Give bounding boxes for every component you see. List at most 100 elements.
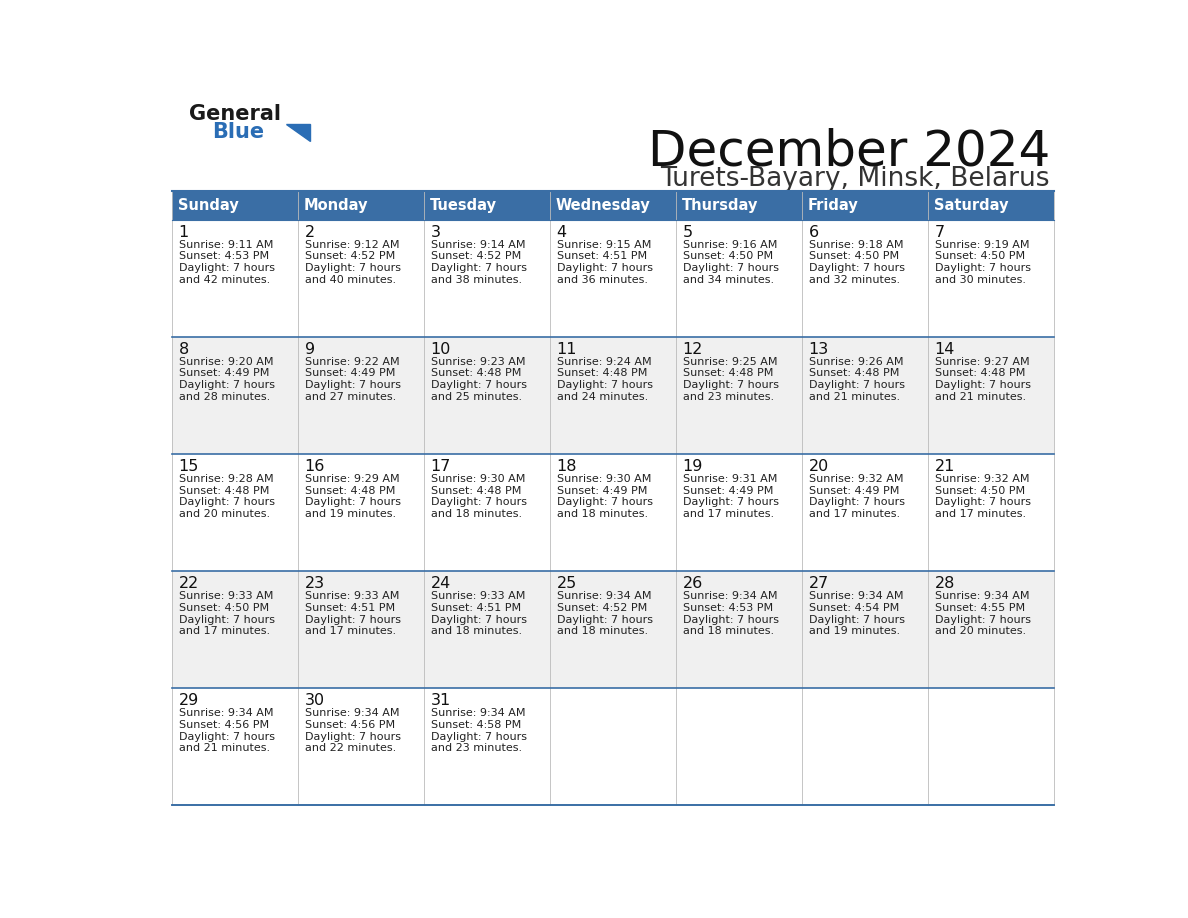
Text: Sunset: 4:58 PM: Sunset: 4:58 PM xyxy=(431,720,522,730)
Text: Sunrise: 9:32 AM: Sunrise: 9:32 AM xyxy=(935,474,1029,484)
Text: Turets-Bayary, Minsk, Belarus: Turets-Bayary, Minsk, Belarus xyxy=(661,165,1050,192)
Text: Daylight: 7 hours: Daylight: 7 hours xyxy=(683,263,778,274)
Text: Saturday: Saturday xyxy=(934,198,1009,213)
Text: 14: 14 xyxy=(935,341,955,357)
Text: Daylight: 7 hours: Daylight: 7 hours xyxy=(557,263,652,274)
Text: Sunset: 4:49 PM: Sunset: 4:49 PM xyxy=(557,486,647,496)
Text: Sunrise: 9:32 AM: Sunrise: 9:32 AM xyxy=(809,474,903,484)
Bar xyxy=(424,220,550,337)
Text: Daylight: 7 hours: Daylight: 7 hours xyxy=(935,263,1031,274)
Text: Sunset: 4:53 PM: Sunset: 4:53 PM xyxy=(683,602,773,612)
Text: 9: 9 xyxy=(304,341,315,357)
Text: Sunset: 4:50 PM: Sunset: 4:50 PM xyxy=(809,252,899,262)
Text: 1: 1 xyxy=(178,225,189,240)
Bar xyxy=(424,337,550,454)
Text: and 30 minutes.: and 30 minutes. xyxy=(935,275,1025,285)
Text: and 17 minutes.: and 17 minutes. xyxy=(304,626,396,636)
Text: and 24 minutes.: and 24 minutes. xyxy=(557,392,647,402)
Bar xyxy=(928,688,1054,805)
Text: 2: 2 xyxy=(304,225,315,240)
Text: Sunrise: 9:24 AM: Sunrise: 9:24 AM xyxy=(557,356,651,366)
Text: and 20 minutes.: and 20 minutes. xyxy=(935,626,1025,636)
Text: Sunset: 4:48 PM: Sunset: 4:48 PM xyxy=(431,368,522,378)
Text: Sunrise: 9:33 AM: Sunrise: 9:33 AM xyxy=(304,590,399,600)
Text: and 17 minutes.: and 17 minutes. xyxy=(683,509,773,520)
Bar xyxy=(928,220,1054,337)
Bar xyxy=(802,571,928,688)
Text: Sunset: 4:48 PM: Sunset: 4:48 PM xyxy=(809,368,899,378)
Text: Daylight: 7 hours: Daylight: 7 hours xyxy=(809,380,905,390)
Text: Daylight: 7 hours: Daylight: 7 hours xyxy=(178,380,274,390)
Bar xyxy=(928,337,1054,454)
Text: Sunrise: 9:33 AM: Sunrise: 9:33 AM xyxy=(431,590,525,600)
Text: and 17 minutes.: and 17 minutes. xyxy=(935,509,1025,520)
Text: Daylight: 7 hours: Daylight: 7 hours xyxy=(683,380,778,390)
Text: Daylight: 7 hours: Daylight: 7 hours xyxy=(304,498,400,508)
Text: 24: 24 xyxy=(431,576,451,591)
Text: Daylight: 7 hours: Daylight: 7 hours xyxy=(304,380,400,390)
Text: 3: 3 xyxy=(431,225,441,240)
Text: 29: 29 xyxy=(178,693,198,708)
Bar xyxy=(550,337,676,454)
Text: 22: 22 xyxy=(178,576,198,591)
Text: Sunset: 4:51 PM: Sunset: 4:51 PM xyxy=(431,602,520,612)
Text: Sunrise: 9:20 AM: Sunrise: 9:20 AM xyxy=(178,356,273,366)
Text: Daylight: 7 hours: Daylight: 7 hours xyxy=(935,498,1031,508)
Text: 18: 18 xyxy=(557,459,577,474)
Text: Sunrise: 9:12 AM: Sunrise: 9:12 AM xyxy=(304,240,399,250)
Bar xyxy=(550,688,676,805)
Text: Sunset: 4:56 PM: Sunset: 4:56 PM xyxy=(178,720,268,730)
Text: Sunrise: 9:23 AM: Sunrise: 9:23 AM xyxy=(431,356,525,366)
Text: 10: 10 xyxy=(431,341,451,357)
Text: Sunset: 4:48 PM: Sunset: 4:48 PM xyxy=(178,486,270,496)
Text: and 18 minutes.: and 18 minutes. xyxy=(683,626,773,636)
Text: and 21 minutes.: and 21 minutes. xyxy=(809,392,899,402)
Text: 30: 30 xyxy=(304,693,324,708)
Text: Sunset: 4:52 PM: Sunset: 4:52 PM xyxy=(557,602,647,612)
Text: Daylight: 7 hours: Daylight: 7 hours xyxy=(935,614,1031,624)
Text: and 21 minutes.: and 21 minutes. xyxy=(935,392,1025,402)
Text: Sunset: 4:50 PM: Sunset: 4:50 PM xyxy=(683,252,773,262)
Text: Sunrise: 9:34 AM: Sunrise: 9:34 AM xyxy=(935,590,1029,600)
Text: and 23 minutes.: and 23 minutes. xyxy=(683,392,773,402)
Text: and 17 minutes.: and 17 minutes. xyxy=(809,509,899,520)
Bar xyxy=(802,337,928,454)
Text: General: General xyxy=(189,104,280,124)
Text: Daylight: 7 hours: Daylight: 7 hours xyxy=(178,614,274,624)
Bar xyxy=(298,454,424,571)
Bar xyxy=(172,337,298,454)
Text: Sunrise: 9:34 AM: Sunrise: 9:34 AM xyxy=(178,708,273,718)
Text: Daylight: 7 hours: Daylight: 7 hours xyxy=(809,498,905,508)
Bar xyxy=(172,191,298,220)
Text: Sunset: 4:51 PM: Sunset: 4:51 PM xyxy=(304,602,394,612)
Text: 6: 6 xyxy=(809,225,819,240)
Text: 26: 26 xyxy=(683,576,703,591)
Text: Daylight: 7 hours: Daylight: 7 hours xyxy=(431,498,526,508)
Text: 11: 11 xyxy=(557,341,577,357)
Text: Sunset: 4:48 PM: Sunset: 4:48 PM xyxy=(935,368,1025,378)
Text: Daylight: 7 hours: Daylight: 7 hours xyxy=(683,614,778,624)
Bar xyxy=(550,571,676,688)
Text: 17: 17 xyxy=(431,459,451,474)
Text: Sunrise: 9:34 AM: Sunrise: 9:34 AM xyxy=(431,708,525,718)
Bar xyxy=(424,571,550,688)
Bar xyxy=(676,337,802,454)
Text: and 23 minutes.: and 23 minutes. xyxy=(431,744,522,754)
Text: and 18 minutes.: and 18 minutes. xyxy=(431,509,522,520)
Text: and 27 minutes.: and 27 minutes. xyxy=(304,392,396,402)
Text: Daylight: 7 hours: Daylight: 7 hours xyxy=(431,380,526,390)
Text: Sunrise: 9:34 AM: Sunrise: 9:34 AM xyxy=(304,708,399,718)
Text: 8: 8 xyxy=(178,341,189,357)
Bar xyxy=(172,454,298,571)
Polygon shape xyxy=(285,124,310,141)
Text: 5: 5 xyxy=(683,225,693,240)
Text: Sunrise: 9:18 AM: Sunrise: 9:18 AM xyxy=(809,240,903,250)
Bar xyxy=(550,220,676,337)
Text: December 2024: December 2024 xyxy=(647,127,1050,175)
Text: Daylight: 7 hours: Daylight: 7 hours xyxy=(809,614,905,624)
Text: Sunrise: 9:16 AM: Sunrise: 9:16 AM xyxy=(683,240,777,250)
Bar xyxy=(928,191,1054,220)
Bar xyxy=(172,220,298,337)
Text: Sunset: 4:49 PM: Sunset: 4:49 PM xyxy=(809,486,899,496)
Text: 12: 12 xyxy=(683,341,703,357)
